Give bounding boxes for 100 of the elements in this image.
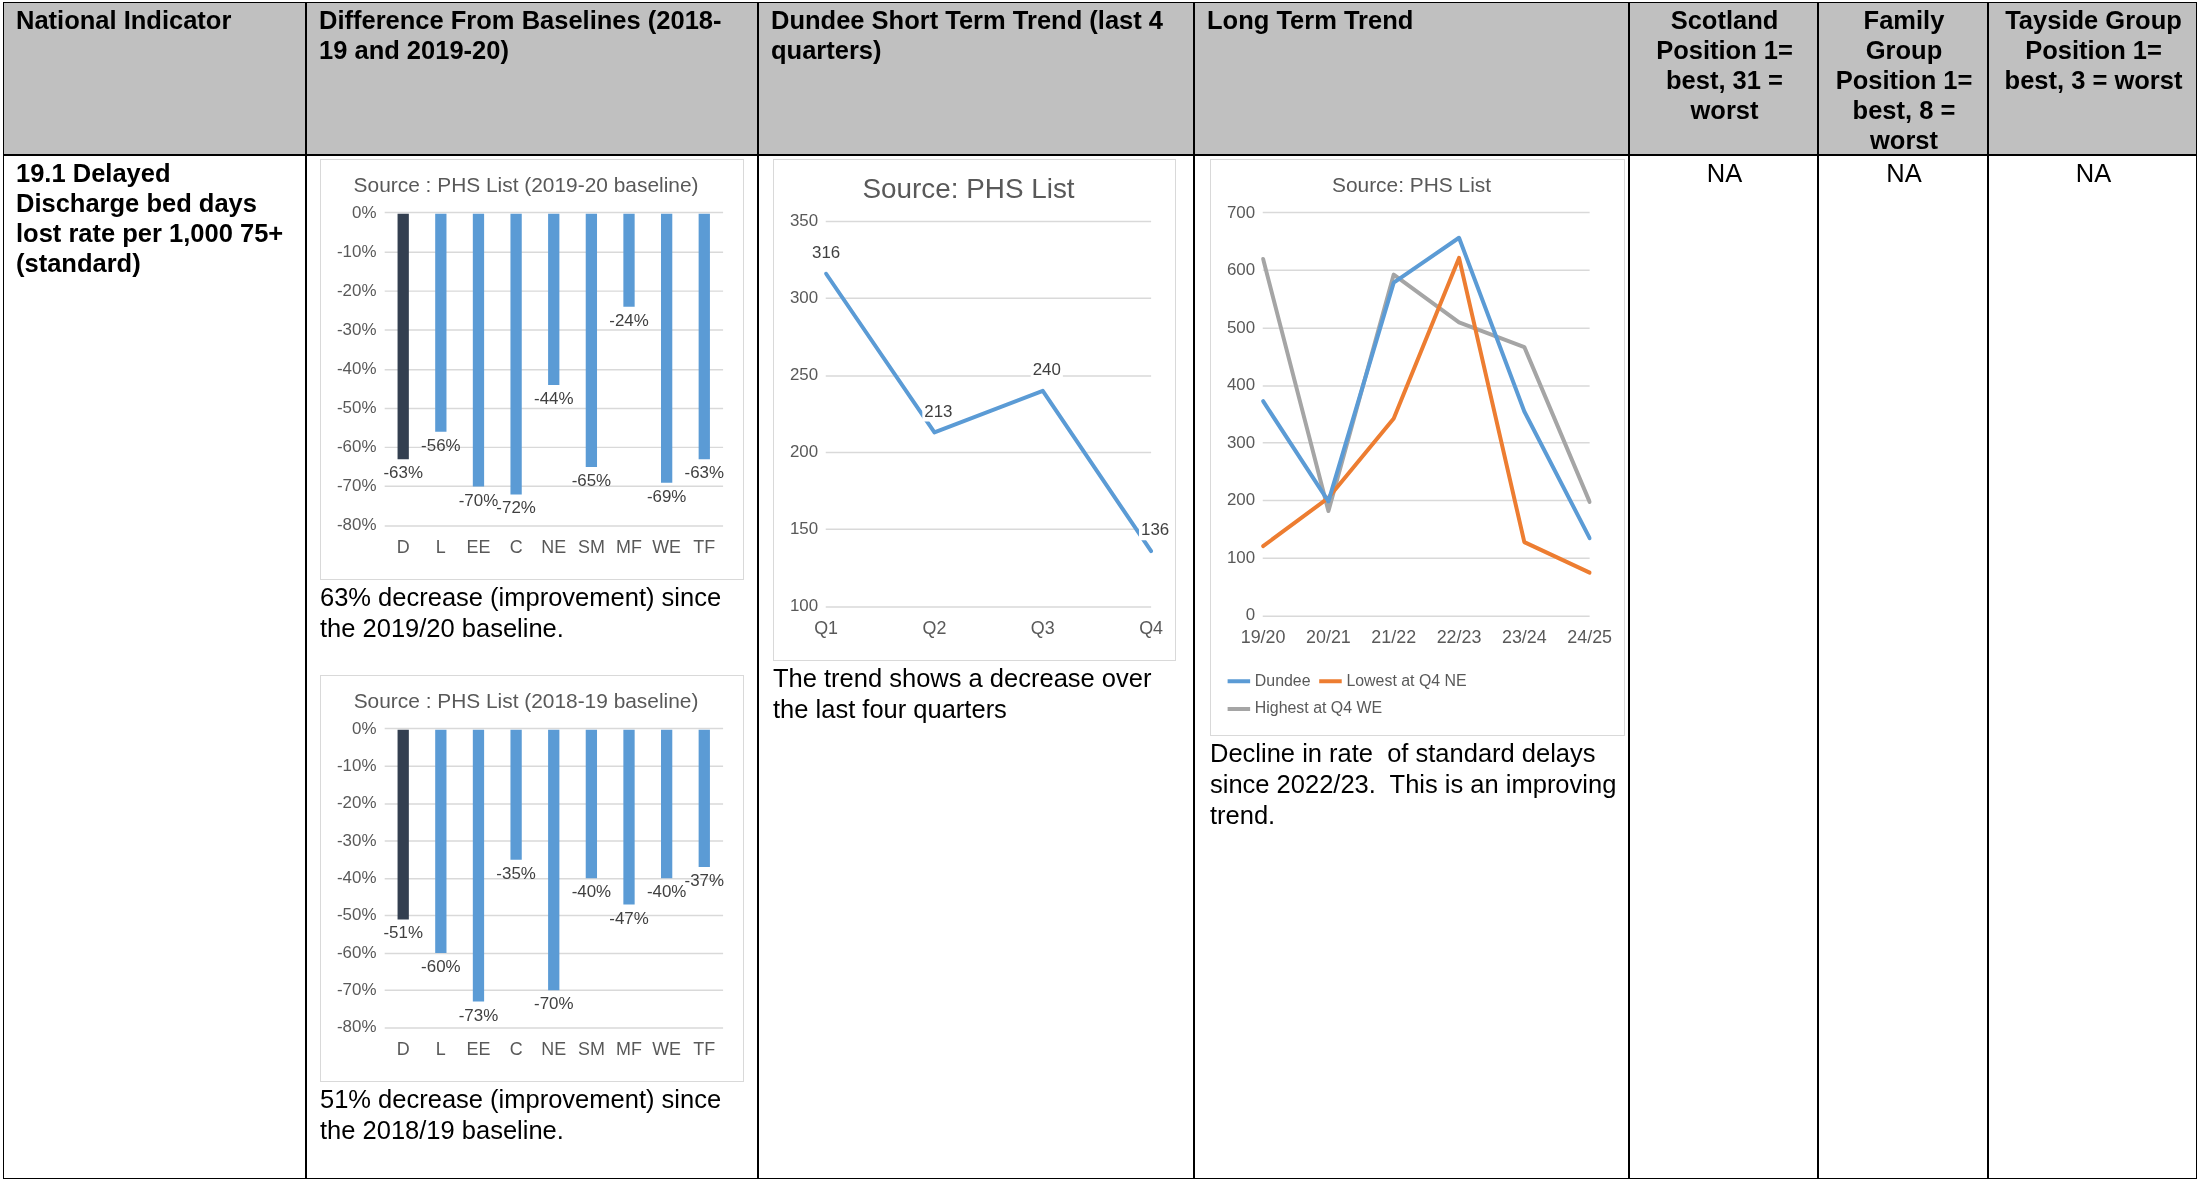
y-tick-label: -70% [336,476,377,496]
x-tick-label: Q2 [922,618,947,639]
y-tick-label: 100 [789,596,819,616]
x-tick-label: D [396,1039,410,1060]
data-label: -56% [421,435,461,455]
data-label: -63% [684,463,725,483]
y-tick-label: 300 [789,288,819,308]
text: Family Group Position 1= best, 8 = worst [1819,3,1989,157]
y-tick-label: -80% [336,515,377,535]
data-label: -69% [646,486,687,506]
data-label: -47% [609,908,649,928]
data-label: -40% [646,882,687,902]
text: NA [1885,158,1923,189]
chart-title: Source : PHS List (2019-20 baseline) [353,173,699,197]
text: The trend shows a decrease over the last four quarters [773,663,1153,725]
y-tick-label: 300 [1226,432,1256,452]
x-tick-label: MF [616,537,642,558]
text: Dundee Short Term Trend (last 4 quarters) [770,5,1164,66]
y-tick-label: -60% [336,942,377,962]
legend-label: Dundee [1254,671,1311,689]
x-tick-label: EE [466,1039,491,1060]
x-tick-label: WE [652,1039,682,1060]
text: Difference From Baselines (2018-19 and 2019-20) [318,5,723,66]
x-tick-label: Q3 [1030,618,1055,639]
data-label: -60% [421,957,461,977]
x-tick-label: TF [693,537,716,558]
y-tick-label: 200 [1226,490,1256,510]
data-label: 213 [924,401,953,421]
data-label: -73% [458,1005,499,1025]
y-tick-label: -10% [336,755,377,775]
x-tick-label: 19/20 [1240,627,1286,648]
chart-title: Source: PHS List [1331,173,1492,197]
data-label: -24% [609,310,649,330]
y-tick-label: 200 [789,442,819,462]
x-tick-label: 20/21 [1306,627,1351,648]
text: NA [1705,158,1744,189]
data-label: -70% [458,490,499,510]
x-tick-label: EE [466,537,491,558]
data-label: 136 [1140,520,1170,540]
y-tick-label: -30% [336,319,377,339]
y-tick-label: 250 [789,365,819,385]
data-label: -51% [383,923,423,943]
y-tick-label: -40% [336,358,377,378]
x-tick-label: 23/24 [1501,627,1547,648]
x-tick-label: C [509,1039,523,1060]
x-tick-label: TF [693,1039,716,1060]
y-tick-label: 500 [1226,317,1256,337]
legend-label: Highest at Q4 WE [1254,699,1383,717]
data-label: -40% [571,882,612,902]
x-tick-label: MF [616,1039,642,1060]
y-tick-label: 0% [351,718,377,738]
chart-title: Source: PHS List [862,173,1075,205]
text: 51% decrease (improvement) since the 2018/19 baseline. [320,1084,723,1146]
x-tick-label: NE [541,537,567,558]
text: Scotland Position 1= best, 31 = worst [1655,5,1794,126]
text: 19.1 Delayed Discharge bed days lost rate per 1,000 75+ (standard) [15,158,285,279]
legend-label: Lowest at Q4 NE [1346,671,1467,689]
y-tick-label: -30% [336,830,377,850]
data-label: -37% [684,871,725,891]
text: National Indicator [15,5,233,36]
y-tick-label: 0 [1245,605,1256,625]
x-tick-label: 21/22 [1371,627,1417,648]
y-tick-label: -20% [336,793,377,813]
y-tick-label: -20% [336,280,377,300]
y-tick-label: 400 [1226,375,1256,395]
y-tick-label: 150 [789,519,819,539]
y-tick-label: -50% [336,905,377,925]
x-tick-label: C [509,537,523,558]
data-label: 316 [812,242,841,262]
data-label: -44% [534,389,574,409]
x-tick-label: 22/23 [1436,627,1482,648]
y-tick-label: -80% [336,1017,377,1037]
x-tick-label: L [435,537,446,558]
text: Decline in rate of standard delays since 2022/23. This is an improving trend. [1210,738,1618,831]
text: NA [2074,158,2113,189]
x-tick-label: Q4 [1139,618,1164,639]
y-tick-label: -70% [336,979,377,999]
y-tick-label: -10% [336,241,377,261]
y-tick-label: 350 [789,211,819,231]
x-tick-label: D [396,537,410,558]
y-tick-label: 600 [1226,260,1256,280]
x-tick-label: SM [577,1039,605,1060]
data-label: -35% [496,863,536,883]
data-label: 240 [1032,360,1061,380]
chart-title: Source : PHS List (2018-19 baseline) [353,689,699,713]
x-tick-label: NE [541,1039,567,1060]
x-tick-label: SM [577,537,605,558]
text: Long Term Trend [1206,5,1415,36]
y-tick-label: -40% [336,867,377,887]
text: Tayside Group Position 1= best, 3 = worst [2003,5,2184,96]
x-tick-label: L [435,1039,446,1060]
data-label: -63% [383,463,423,483]
x-tick-label: 24/25 [1567,627,1613,648]
y-tick-label: -50% [336,398,377,418]
x-tick-label: WE [652,537,682,558]
x-tick-label: Q1 [814,618,839,639]
y-tick-label: 0% [351,202,377,222]
y-tick-label: 100 [1226,547,1256,567]
text: 63% decrease (improvement) since the 2019/20 baseline. [320,582,723,644]
data-label: -65% [571,471,612,491]
